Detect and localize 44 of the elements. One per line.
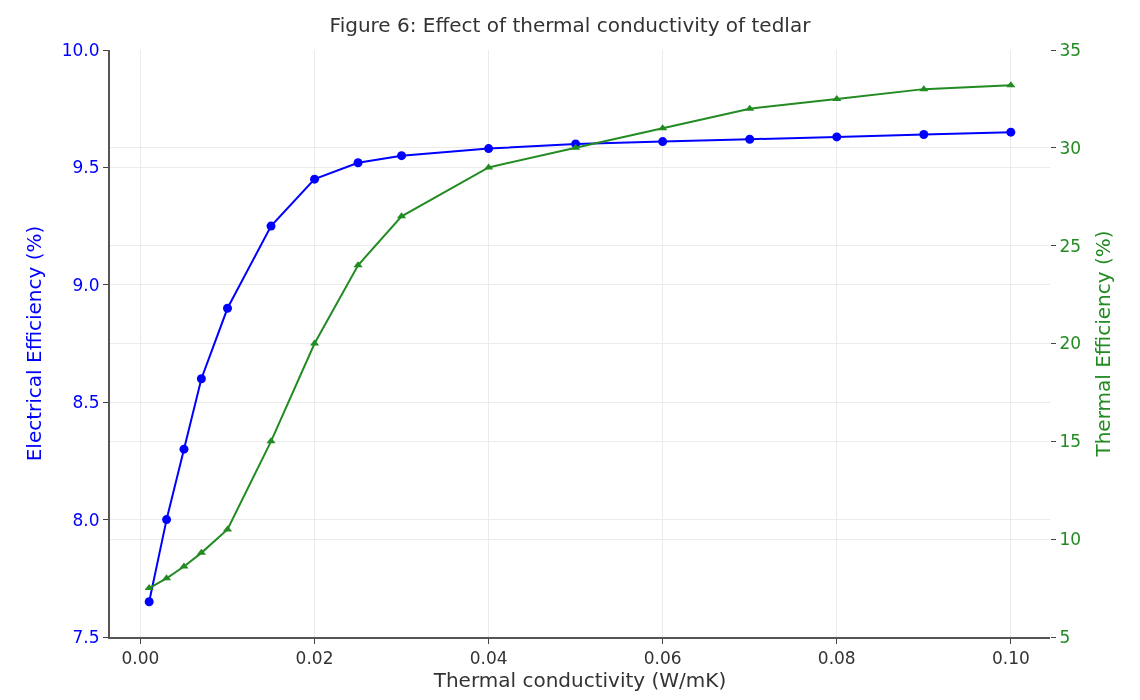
y2-axis-title: Thermal Efficiency (%) — [1090, 230, 1115, 458]
point — [162, 515, 172, 525]
y-tick-label: 8.0 — [72, 509, 100, 530]
point — [266, 221, 276, 231]
point — [179, 562, 189, 569]
x-tick-label: 0.08 — [817, 648, 856, 669]
y-tick-label: 7.5 — [72, 626, 100, 647]
y-tick-label: 9.0 — [72, 274, 100, 295]
x-tick-label: 0.06 — [643, 648, 682, 669]
y2-tick-label: 25 — [1059, 235, 1082, 256]
point — [196, 374, 206, 384]
point — [144, 597, 154, 607]
y2-tick-label: 10 — [1059, 529, 1082, 550]
point — [353, 158, 363, 168]
y-tick-label: 9.5 — [72, 157, 100, 178]
point — [223, 303, 232, 313]
point — [919, 130, 929, 140]
point — [832, 132, 842, 142]
x-axis-title: Thermal conductivity (W/mK) — [432, 668, 727, 693]
point — [571, 143, 581, 150]
y-tick-label: 10.0 — [61, 39, 100, 60]
y-tick-label: 8.5 — [72, 392, 100, 413]
point — [310, 174, 320, 184]
x-tick-label: 0.00 — [121, 648, 160, 669]
point — [484, 144, 494, 154]
point — [832, 94, 842, 101]
point — [179, 444, 189, 454]
y2-tick-label: 35 — [1059, 39, 1082, 60]
y2-tick-label: 20 — [1059, 333, 1082, 354]
y2-tick-label: 30 — [1059, 137, 1082, 158]
point — [144, 584, 154, 591]
x-tick-label: 0.04 — [469, 648, 508, 669]
x-tick-label: 0.10 — [991, 648, 1030, 669]
point — [658, 137, 668, 147]
point — [397, 151, 407, 161]
y2-tick-label: 5 — [1059, 626, 1071, 647]
point — [919, 85, 929, 92]
point — [745, 134, 755, 144]
y-axis-title: Electrical Efficiency (%) — [21, 225, 46, 462]
y2-tick-label: 15 — [1059, 431, 1082, 452]
point — [1006, 127, 1016, 137]
point — [745, 104, 755, 111]
chart-title: Figure 6: Effect of thermal conductivity of tedlar — [329, 12, 812, 37]
x-tick-label: 0.02 — [295, 648, 334, 669]
